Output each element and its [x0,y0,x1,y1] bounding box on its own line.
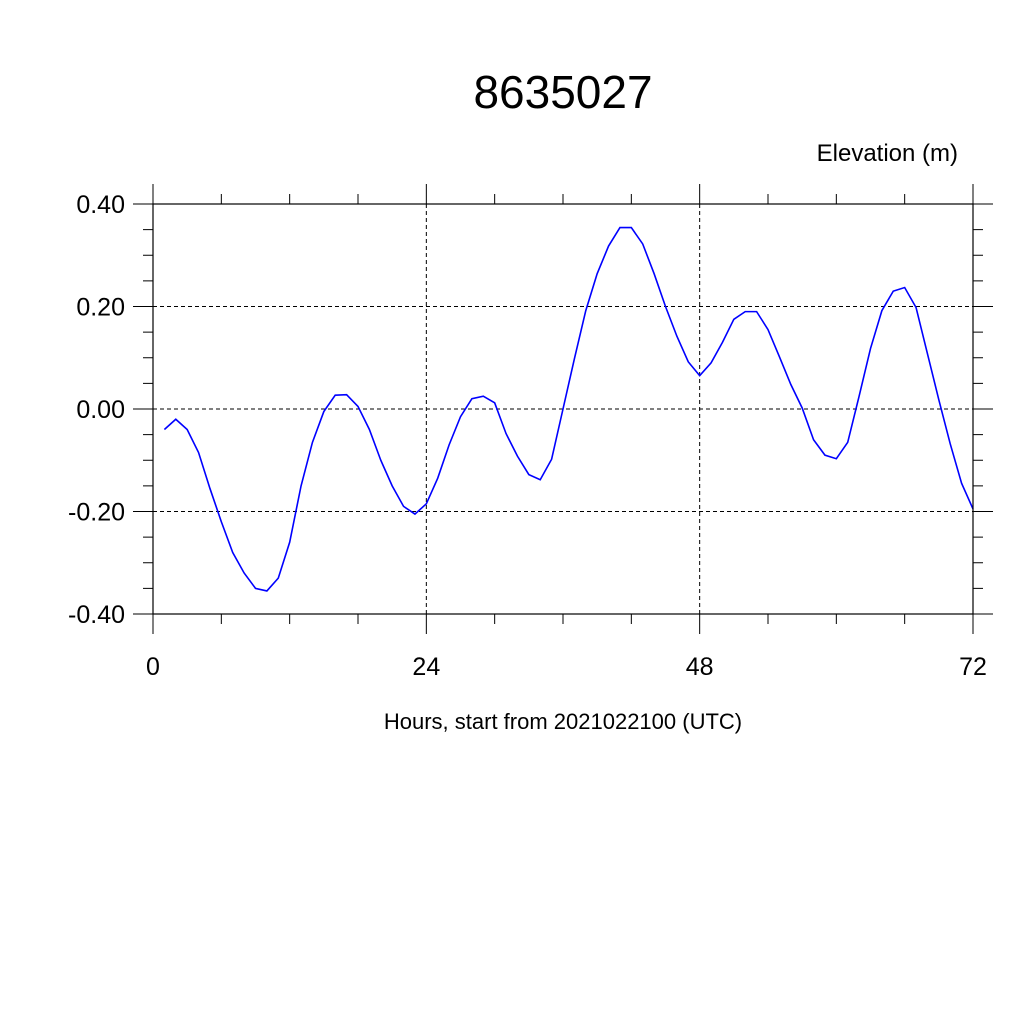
chart-title: 8635027 [473,66,652,118]
y-tick-label: 0.40 [76,191,125,219]
x-tick-label: 0 [146,653,160,681]
tick-labels: -0.40 -0.20 0.00 0.20 0.40 0 24 48 72 [68,191,987,681]
plot-frame [152,203,974,615]
x-tick-label: 72 [959,653,987,681]
y-axis-label: Elevation (m) [817,140,958,167]
x-axis-label: Hours, start from 2021022100 (UTC) [384,709,742,734]
y-tick-label: 0.20 [76,294,125,322]
elevation-series-line [163,226,974,592]
series-layer [163,226,974,592]
y-tick-label: -0.20 [68,499,125,527]
x-tick-label: 24 [412,653,440,681]
x-tick-label: 48 [686,653,714,681]
y-tick-label: -0.40 [68,601,125,629]
y-tick-label: 0.00 [76,396,125,424]
axis-ticks [133,184,993,634]
